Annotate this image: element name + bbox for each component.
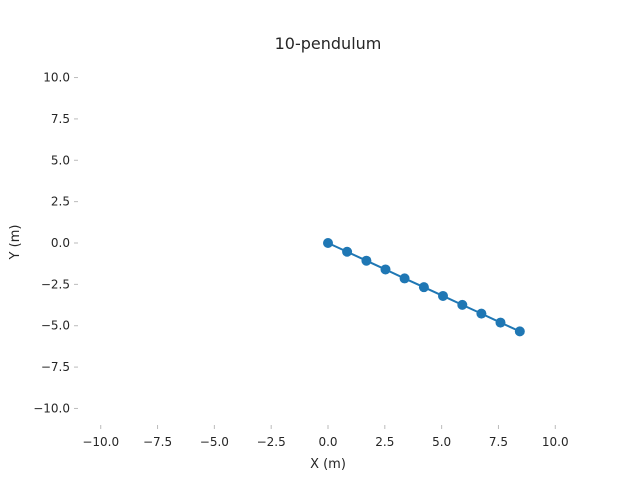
x-tick-label: 0.0 xyxy=(318,435,337,449)
x-tick-label: 2.5 xyxy=(375,435,394,449)
y-tick-label: 5.0 xyxy=(51,153,70,167)
chart-title: 10-pendulum xyxy=(275,34,382,53)
x-axis-ticks: −10.0 −7.5 −5.0 −2.5 0.0 2.5 5.0 7.5 10.0 xyxy=(82,425,569,449)
x-tick-label: −2.5 xyxy=(257,435,286,449)
pendulum-mass-point xyxy=(495,317,506,328)
x-tick-label: 7.5 xyxy=(489,435,508,449)
x-tick-label: 10.0 xyxy=(542,435,569,449)
x-tick-label: 5.0 xyxy=(432,435,451,449)
pendulum-mass-point xyxy=(380,264,391,275)
pendulum-mass-point xyxy=(457,299,468,310)
pendulum-mass-point xyxy=(323,238,333,248)
y-tick-label: 7.5 xyxy=(51,112,70,126)
x-tick-label: −7.5 xyxy=(143,435,172,449)
y-tick-label: 10.0 xyxy=(43,71,70,85)
pendulum-mass-point xyxy=(476,308,487,319)
pendulum-mass-point xyxy=(418,282,429,293)
y-tick-label: −5.0 xyxy=(41,319,70,333)
pendulum-mass-point xyxy=(399,273,410,284)
pendulum-mass-point xyxy=(514,326,525,337)
x-axis-label: X (m) xyxy=(310,457,346,472)
y-tick-label: 2.5 xyxy=(51,195,70,209)
y-tick-label: −7.5 xyxy=(41,360,70,374)
y-tick-label: 0.0 xyxy=(51,236,70,250)
pendulum-mass-point xyxy=(361,255,372,266)
pendulum-mass-point xyxy=(342,246,353,257)
pendulum-mass-point xyxy=(438,290,448,301)
pendulum-series xyxy=(323,238,525,337)
y-tick-label: −10.0 xyxy=(33,401,70,415)
x-tick-label: −10.0 xyxy=(82,435,119,449)
x-tick-label: −5.0 xyxy=(200,435,229,449)
y-axis-label: Y (m) xyxy=(8,225,23,261)
y-axis-ticks: −10.0 −7.5 −5.0 −2.5 0.0 2.5 5.0 7.5 10.0 xyxy=(33,71,78,415)
y-tick-label: −2.5 xyxy=(41,277,70,291)
